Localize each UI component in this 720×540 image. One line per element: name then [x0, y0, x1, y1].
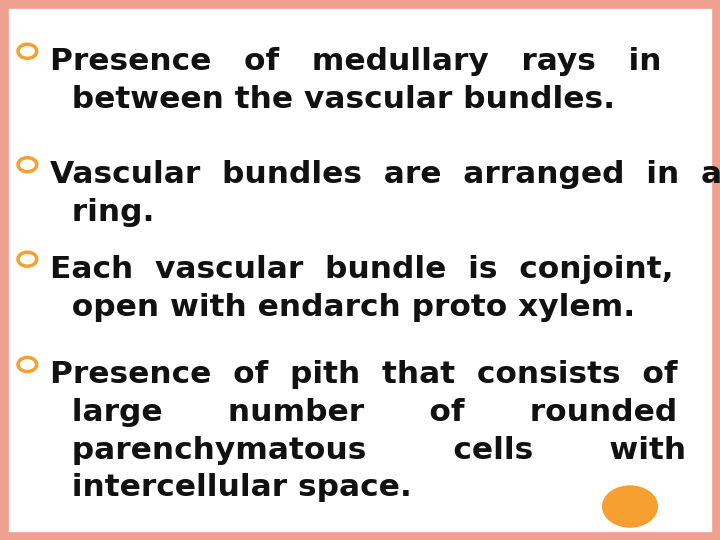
Text: Each  vascular  bundle  is  conjoint,
  open with endarch proto xylem.: Each vascular bundle is conjoint, open w… [50, 255, 674, 322]
Text: Presence   of   medullary   rays   in
  between the vascular bundles.: Presence of medullary rays in between th… [50, 47, 662, 114]
Text: Vascular  bundles  are  arranged  in  a
  ring.: Vascular bundles are arranged in a ring. [50, 160, 720, 227]
Text: Presence  of  pith  that  consists  of
  large      number      of      rounded
: Presence of pith that consists of large … [50, 360, 687, 502]
Circle shape [603, 486, 657, 527]
